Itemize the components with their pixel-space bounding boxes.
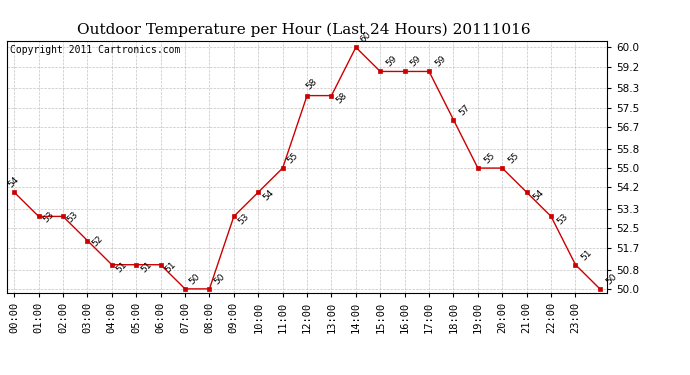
Text: 54: 54 — [6, 175, 20, 189]
Text: 60: 60 — [359, 30, 373, 45]
Text: 59: 59 — [433, 54, 448, 69]
Text: 51: 51 — [164, 260, 178, 274]
Text: 50: 50 — [213, 272, 227, 286]
Text: 52: 52 — [90, 234, 105, 249]
Text: Copyright 2011 Cartronics.com: Copyright 2011 Cartronics.com — [10, 45, 180, 55]
Text: 55: 55 — [286, 151, 300, 165]
Text: 54: 54 — [531, 188, 545, 202]
Text: 59: 59 — [384, 54, 399, 69]
Text: 50: 50 — [188, 272, 202, 286]
Text: Outdoor Temperature per Hour (Last 24 Hours) 20111016: Outdoor Temperature per Hour (Last 24 Ho… — [77, 22, 531, 37]
Text: 50: 50 — [604, 272, 618, 286]
Text: 53: 53 — [237, 211, 251, 226]
Text: 58: 58 — [304, 77, 319, 92]
Text: 51: 51 — [580, 248, 594, 262]
Text: 58: 58 — [334, 91, 348, 105]
Text: 53: 53 — [66, 210, 80, 225]
Text: 57: 57 — [457, 102, 472, 117]
Text: 53: 53 — [41, 210, 56, 225]
Text: 51: 51 — [139, 260, 153, 274]
Text: 55: 55 — [482, 151, 497, 165]
Text: 54: 54 — [261, 188, 275, 202]
Text: 59: 59 — [409, 54, 424, 69]
Text: 53: 53 — [555, 211, 570, 226]
Text: 55: 55 — [506, 151, 521, 165]
Text: 51: 51 — [115, 260, 129, 274]
